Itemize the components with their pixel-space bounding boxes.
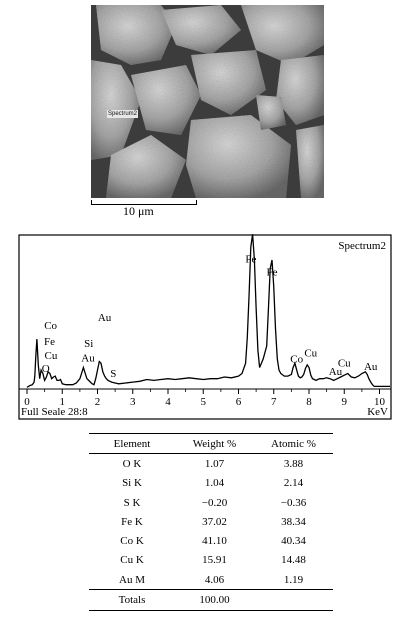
chart-footer: Full Seale 28:8 <box>21 406 88 418</box>
cell-atomic: 3.88 <box>283 457 304 470</box>
cell-element: S K <box>123 496 141 509</box>
table-row: Cu K 15.91 14.48 <box>89 551 333 570</box>
cell-weight: 15.91 <box>202 554 227 567</box>
peak-label: O <box>42 363 50 375</box>
peak-label: Fe <box>44 336 55 348</box>
cell-element: Au M <box>119 573 145 586</box>
peak-label: Fe <box>266 266 277 278</box>
table-row: Au M 4.06 1.19 <box>89 570 333 590</box>
cell-atomic: 14.48 <box>281 554 306 567</box>
peak-label: Si <box>84 338 93 350</box>
x-tick-label: 10 <box>374 396 386 408</box>
x-tick-label: 5 <box>201 396 207 408</box>
peak-label: Au <box>364 361 378 373</box>
spectrum-line <box>26 234 391 388</box>
spectrum-label: Spectrum2 <box>107 110 139 118</box>
peak-label: Au <box>329 366 343 378</box>
x-tick-label: 9 <box>342 396 348 408</box>
table-row: S K −0.20 −0.36 <box>89 493 333 512</box>
peak-label: Co <box>290 353 303 365</box>
composition-table: Element Weight % Atomic % O K 1.07 3.88 Si… <box>89 433 333 611</box>
header-weight: Weight % <box>192 437 237 450</box>
peak-label: Cu <box>304 347 317 359</box>
scale-text: 10 μm <box>123 204 154 218</box>
peak-label: Cu <box>45 350 58 362</box>
totals-row: Totals 100.00 <box>89 589 333 611</box>
table-row: Fe K 37.02 38.34 <box>89 512 333 531</box>
peak-label: Au <box>98 312 112 324</box>
scale-bar <box>91 200 197 205</box>
x-tick-label: 3 <box>130 396 136 408</box>
cell-atomic: 2.14 <box>283 477 304 490</box>
cell-atomic: 40.34 <box>281 535 306 548</box>
cell-weight: 1.07 <box>204 457 225 470</box>
cell-element: Cu K <box>120 554 144 567</box>
x-tick-label: 0 <box>24 396 30 408</box>
x-tick-label: 8 <box>306 396 312 408</box>
table-row: O K 1.07 3.88 <box>89 454 333 474</box>
cell-atomic: 1.19 <box>283 573 304 586</box>
header-atomic: Atomic % <box>271 437 316 450</box>
cell-element: Co K <box>120 535 144 548</box>
x-tick-label: 1 <box>60 396 66 408</box>
cell-weight: 100.00 <box>199 594 230 607</box>
cell-weight: 4.06 <box>204 573 225 586</box>
x-tick-label: 7 <box>271 396 277 408</box>
x-tick-label: 6 <box>236 396 242 408</box>
cell-element: O K <box>122 457 142 470</box>
x-tick-label: 4 <box>165 396 171 408</box>
table-row: Si K 1.04 2.14 <box>89 474 333 493</box>
peak-label: Fe <box>245 254 256 266</box>
chart-frame <box>18 234 392 420</box>
cell-element: Totals <box>118 594 146 607</box>
cell-atomic: −0.36 <box>280 496 307 509</box>
cell-weight: −0.20 <box>201 496 228 509</box>
cell-atomic: 38.34 <box>281 515 306 528</box>
sem-micrograph <box>91 5 324 198</box>
cell-atomic <box>254 590 333 610</box>
peak-label: Co <box>44 320 57 332</box>
cell-weight: 1.04 <box>204 477 225 490</box>
peak-label: Cu <box>338 358 351 370</box>
x-tick-label: 2 <box>95 396 101 408</box>
cell-element: Fe K <box>121 515 143 528</box>
peak-label: Au <box>81 352 95 364</box>
table-row: Co K 41.10 40.34 <box>89 531 333 550</box>
peak-label: S <box>110 368 116 380</box>
chart-title: Spectrum2 <box>338 240 386 252</box>
header-element: Element <box>113 437 151 450</box>
cell-element: Si K <box>122 477 142 490</box>
table-header-row: Element Weight % Atomic % <box>89 433 333 454</box>
cell-weight: 41.10 <box>202 535 227 548</box>
x-axis-label: KeV <box>367 406 388 418</box>
cell-weight: 37.02 <box>202 515 227 528</box>
